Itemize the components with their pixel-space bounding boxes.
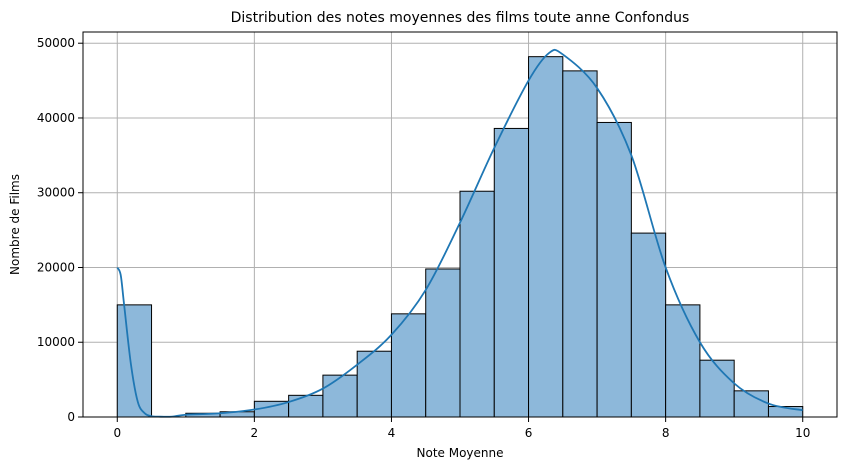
y-axis-label: Nombre de Films [8,174,22,275]
histogram-bar [596,121,632,418]
y-tick-label: 40000 [37,111,75,125]
histogram-bar [562,70,598,418]
histogram-bar [288,394,324,418]
histogram-bar [493,127,530,418]
x-tick-label: 8 [662,426,670,440]
y-tick-label: 50000 [37,36,75,50]
chart-title: Distribution des notes moyennes des film… [231,10,690,26]
x-tick-label: 10 [795,426,810,440]
x-tick-label: 0 [113,426,121,440]
x-axis-label: Note Moyenne [417,446,504,460]
x-tick-label: 4 [388,426,396,440]
histogram-bar [322,374,358,418]
histogram-bars [116,56,804,418]
histogram-bar [699,359,735,418]
histogram-bar [665,304,701,418]
y-axis-ticks: 0 10000 20000 30000 40000 50000 [37,36,83,424]
y-tick-label: 0 [67,410,75,424]
histogram-bar [630,232,667,418]
y-tick-label: 20000 [37,260,75,274]
y-tick-label: 30000 [37,186,75,200]
y-tick-label: 10000 [37,335,75,349]
plot-area-frame [82,31,838,418]
x-tick-label: 6 [525,426,533,440]
histogram-bar [116,304,153,418]
histogram-bar [528,56,564,418]
histogram-bar [425,268,461,418]
x-tick-label: 2 [251,426,259,440]
x-axis-ticks: 0 2 4 6 8 10 [113,417,810,440]
histogram-bar [459,190,495,418]
kde-curve [116,48,803,418]
